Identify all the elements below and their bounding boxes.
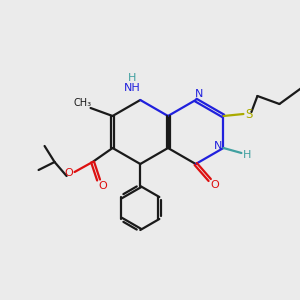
Text: N: N <box>214 141 223 151</box>
Text: NH: NH <box>124 83 141 93</box>
Text: O: O <box>64 168 73 178</box>
Text: CH₃: CH₃ <box>74 98 92 108</box>
Text: H: H <box>128 73 136 83</box>
Text: H: H <box>243 150 252 160</box>
Text: O: O <box>210 180 219 190</box>
Text: O: O <box>98 181 107 191</box>
Text: S: S <box>246 109 253 122</box>
Text: N: N <box>194 89 203 99</box>
